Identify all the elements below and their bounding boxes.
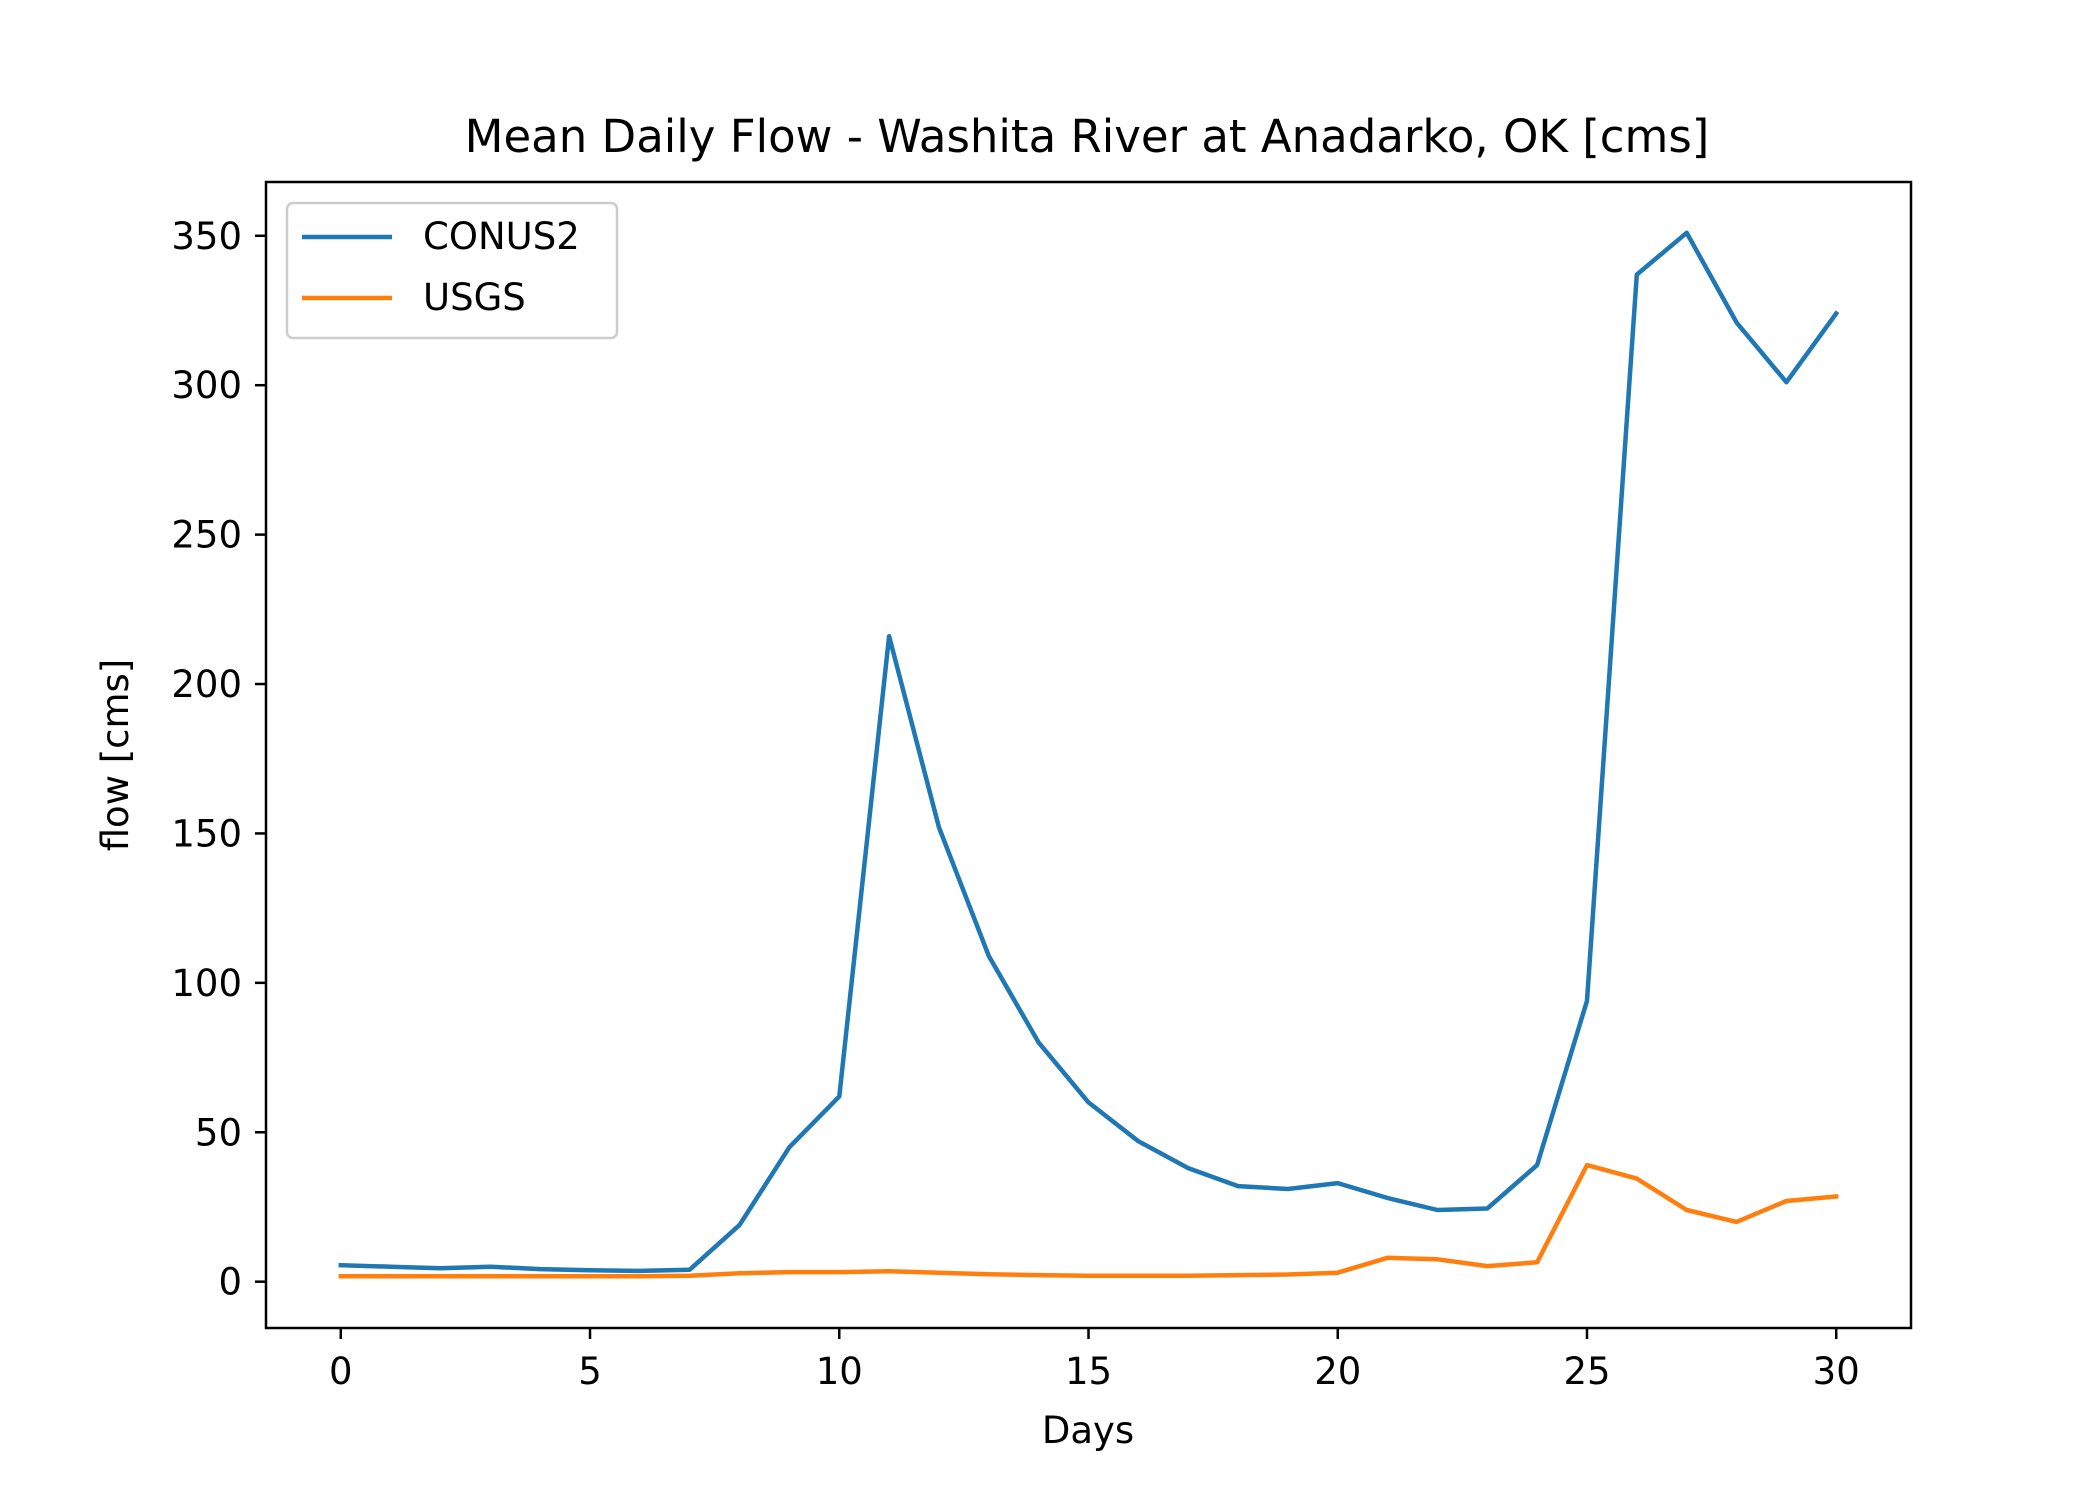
y-axis-ticks: 0 50 100 150 200 250 300 350 [171, 215, 266, 1304]
data-point-usgs [438, 1273, 444, 1279]
x-axis-label: Days [1042, 1409, 1134, 1452]
data-point-usgs [388, 1273, 394, 1279]
data-point-conus2 [1335, 1180, 1341, 1186]
data-point-usgs [1285, 1272, 1291, 1278]
data-point-usgs [1634, 1176, 1640, 1182]
data-point-conus2 [986, 953, 992, 959]
data-point-conus2 [1434, 1207, 1440, 1213]
data-point-usgs [338, 1273, 344, 1279]
y-tick-label: 300 [171, 364, 242, 407]
series-line-conus2 [338, 230, 1840, 1274]
plot-area-frame [264, 180, 1913, 1330]
data-point-usgs [936, 1270, 942, 1276]
data-point-conus2 [1833, 311, 1839, 317]
x-tick-label: 20 [1314, 1350, 1361, 1393]
data-point-conus2 [1086, 1099, 1092, 1105]
series-line-usgs [338, 1162, 1839, 1279]
legend: CONUS2 USGS [285, 201, 619, 340]
y-tick-label: 200 [171, 663, 242, 706]
data-point-usgs [487, 1273, 493, 1279]
data-point-conus2 [1634, 272, 1640, 278]
data-point-usgs [1385, 1255, 1391, 1261]
data-point-usgs [836, 1269, 842, 1275]
data-point-conus2 [886, 633, 892, 639]
data-point-conus2 [786, 1144, 792, 1150]
data-point-conus2 [438, 1265, 444, 1271]
series-layer [338, 230, 1840, 1279]
y-tick-label: 0 [218, 1261, 242, 1304]
data-point-conus2 [338, 1262, 344, 1268]
data-point-conus2 [687, 1267, 693, 1273]
data-point-usgs [737, 1270, 743, 1276]
x-tick-label: 25 [1563, 1350, 1610, 1393]
data-point-usgs [587, 1273, 593, 1279]
data-point-conus2 [637, 1268, 643, 1274]
y-tick-label: 150 [171, 812, 242, 855]
y-axis-label: flow [cms] [94, 659, 137, 852]
data-point-usgs [1484, 1263, 1490, 1269]
data-point-usgs [1734, 1219, 1740, 1225]
data-point-conus2 [737, 1222, 743, 1228]
data-point-usgs [1086, 1273, 1092, 1279]
data-point-conus2 [1185, 1165, 1191, 1171]
data-point-usgs [1235, 1272, 1241, 1278]
data-point-usgs [1036, 1272, 1042, 1278]
data-point-usgs [637, 1273, 643, 1279]
data-point-conus2 [1385, 1195, 1391, 1201]
y-tick-label: 350 [171, 215, 242, 258]
x-tick-label: 10 [816, 1350, 863, 1393]
data-point-conus2 [1235, 1183, 1241, 1189]
data-point-conus2 [936, 825, 942, 831]
data-point-usgs [1335, 1270, 1341, 1276]
data-point-conus2 [388, 1264, 394, 1270]
data-point-conus2 [1285, 1186, 1291, 1192]
data-point-conus2 [1783, 379, 1789, 385]
data-point-usgs [1783, 1198, 1789, 1204]
data-point-usgs [687, 1273, 693, 1279]
legend-label-conus2: CONUS2 [423, 215, 580, 258]
y-tick-label: 100 [171, 962, 242, 1005]
data-point-conus2 [537, 1266, 543, 1272]
data-point-conus2 [487, 1264, 493, 1270]
x-tick-label: 0 [329, 1350, 353, 1393]
legend-label-usgs: USGS [423, 276, 526, 319]
data-point-conus2 [1135, 1138, 1141, 1144]
data-point-conus2 [1484, 1206, 1490, 1212]
data-point-usgs [1833, 1194, 1839, 1200]
x-tick-label: 15 [1065, 1350, 1112, 1393]
y-tick-label: 50 [195, 1111, 242, 1154]
data-point-conus2 [1584, 998, 1590, 1004]
data-point-usgs [1534, 1259, 1540, 1265]
x-axis-ticks: 0 5 10 15 20 25 30 [329, 1328, 1860, 1393]
data-point-conus2 [1534, 1162, 1540, 1168]
data-point-usgs [786, 1269, 792, 1275]
data-point-conus2 [1684, 230, 1690, 236]
data-point-conus2 [1734, 319, 1740, 325]
data-point-conus2 [836, 1093, 842, 1099]
data-point-usgs [986, 1271, 992, 1277]
x-tick-label: 5 [578, 1350, 602, 1393]
data-point-usgs [886, 1268, 892, 1274]
x-tick-label: 30 [1813, 1350, 1860, 1393]
chart-title: Mean Daily Flow - Washita River at Anada… [465, 110, 1710, 163]
data-point-conus2 [587, 1267, 593, 1273]
data-point-usgs [537, 1273, 543, 1279]
data-point-usgs [1185, 1273, 1191, 1279]
data-point-usgs [1434, 1256, 1440, 1262]
data-point-usgs [1584, 1162, 1590, 1168]
y-tick-label: 250 [171, 514, 242, 557]
data-point-usgs [1135, 1273, 1141, 1279]
data-point-conus2 [1036, 1040, 1042, 1046]
data-point-usgs [1684, 1207, 1690, 1213]
